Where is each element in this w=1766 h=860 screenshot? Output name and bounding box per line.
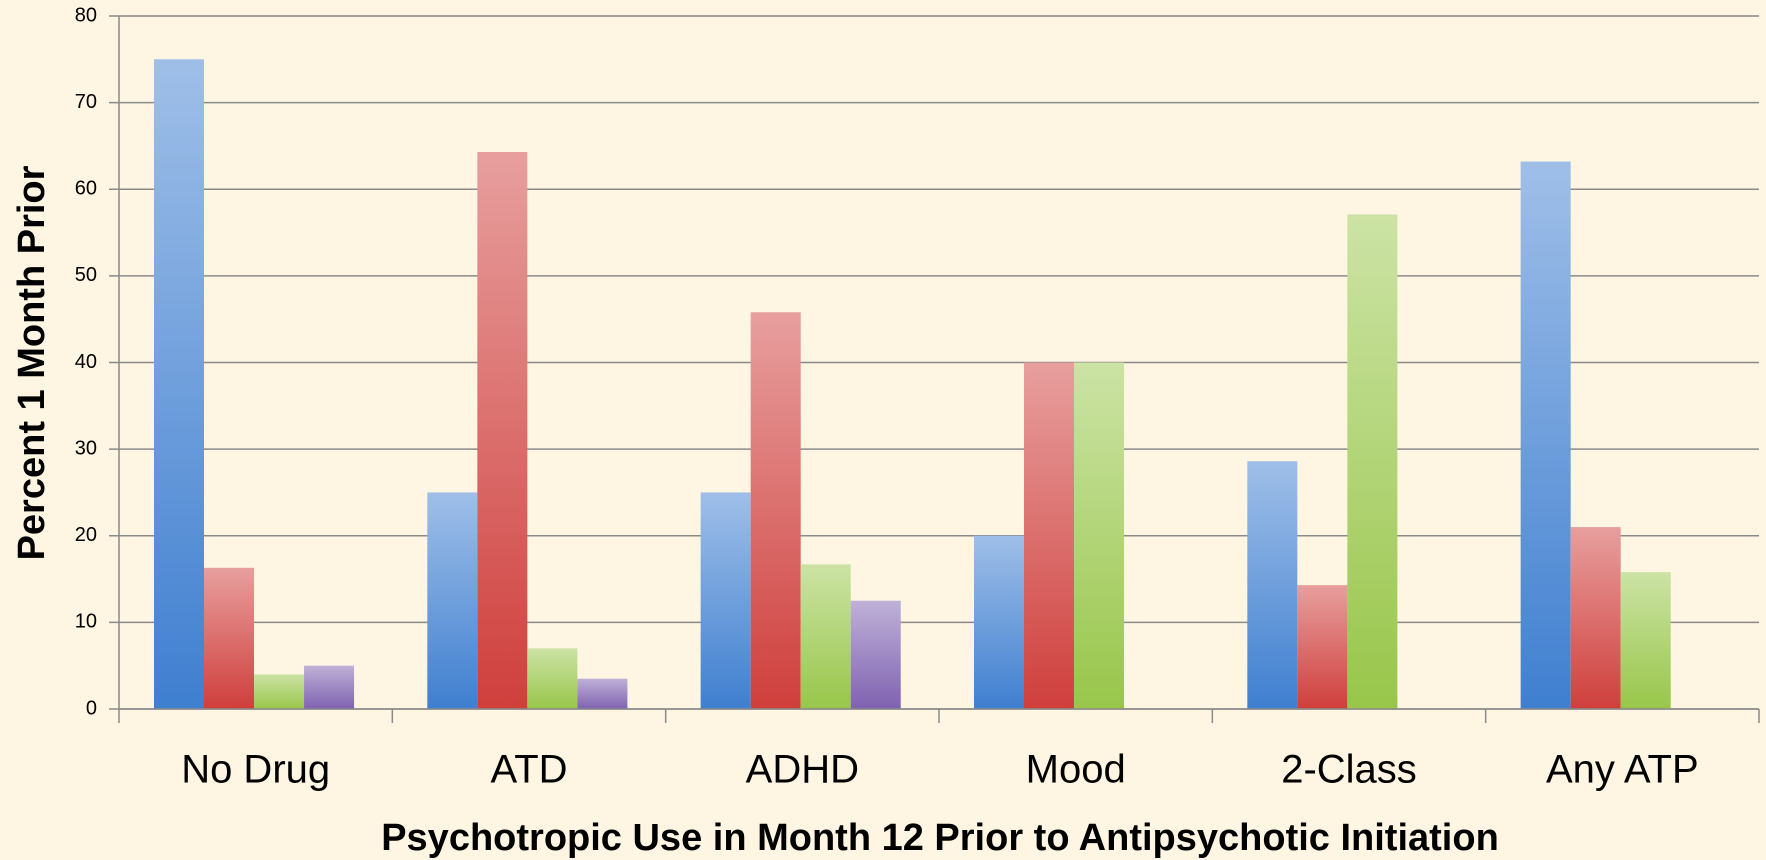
- y-tick-label: 40: [75, 351, 97, 373]
- y-tick-label: 20: [75, 524, 97, 546]
- bar: [477, 152, 528, 710]
- bar: [1570, 527, 1621, 709]
- bar: [304, 665, 355, 709]
- y-tick-label: 60: [75, 178, 97, 200]
- x-axis-title: Psychotropic Use in Month 12 Prior to An…: [381, 817, 1499, 859]
- y-tick-label: 0: [86, 697, 97, 719]
- bar: [800, 564, 851, 709]
- bar: [527, 648, 578, 709]
- bar: [1247, 461, 1298, 709]
- bar: [700, 492, 751, 709]
- y-tick-label: 30: [75, 437, 97, 459]
- bar: [1024, 362, 1075, 709]
- y-axis-title: Percent 1 Month Prior: [11, 165, 53, 560]
- x-tick-label: 2-Class: [1281, 748, 1417, 792]
- y-tick-label: 80: [75, 4, 97, 26]
- bar: [973, 535, 1025, 709]
- bar: [850, 600, 901, 709]
- bar: [204, 567, 255, 709]
- bar: [1074, 362, 1125, 709]
- y-tick-label: 50: [75, 264, 97, 286]
- y-tick-label: 10: [75, 611, 97, 633]
- bar: [1520, 161, 1571, 709]
- x-tick-label: ATD: [490, 748, 567, 792]
- x-tick-label: No Drug: [181, 748, 330, 792]
- bar: [750, 312, 801, 709]
- bar: [427, 492, 478, 709]
- bar: [254, 674, 305, 709]
- bar: [1347, 214, 1398, 709]
- bar: [153, 59, 205, 709]
- bar: [1620, 572, 1671, 709]
- bar: [1297, 585, 1348, 709]
- x-tick-label: ADHD: [746, 748, 859, 792]
- y-tick-label: 70: [75, 91, 97, 113]
- x-tick-label: Mood: [1026, 748, 1126, 792]
- x-tick-label: Any ATP: [1546, 748, 1699, 792]
- bar: [577, 678, 628, 709]
